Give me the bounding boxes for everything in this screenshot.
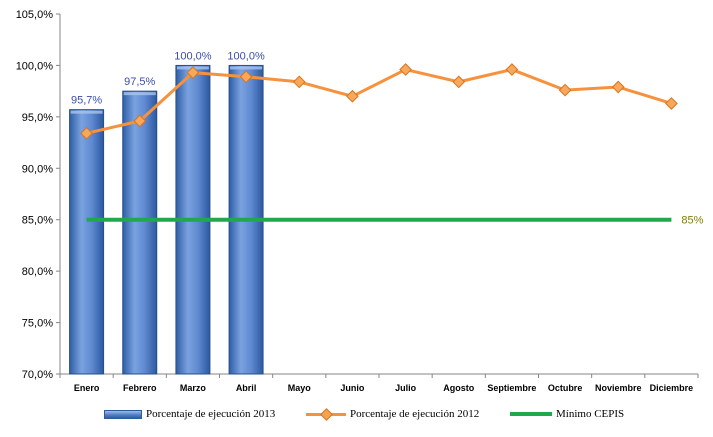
y-tick-label: 80,0% [22,266,53,278]
x-tick-label: Abril [236,383,257,393]
x-tick-label: Junio [340,383,365,393]
y-tick-label: 70,0% [22,369,53,381]
bar [69,109,105,375]
y-tick-label: 85,0% [22,215,53,227]
x-tick-label: Febrero [123,383,157,393]
legend-label-2013: Porcentaje de ejecución 2013 [146,408,276,420]
legend-swatch-line [306,408,346,421]
y-tick-label: 100,0% [16,60,54,72]
line-2012-marker [665,97,678,110]
line-2012 [86,68,672,135]
x-tick-label: Enero [74,383,100,393]
legend-label-cepis: Mínimo CEPIS [556,408,625,420]
line-2012-marker [186,66,200,79]
x-tick-label: Noviembre [595,383,642,393]
x-tick-label: Julio [395,383,417,393]
chart: 70,0% 75,0% 80,0% 85,0% 90,0% 95,0% 100,0% 105,… [16,9,704,393]
x-tick-label: Mayo [288,383,312,393]
line-2012-marker [346,89,359,103]
y-tick-label: 90,0% [22,163,53,175]
line-2012-marker [399,63,412,76]
legend-item-cepis: Mínimo CEPIS [510,404,624,424]
bar-data-label: 100,0% [227,50,265,62]
bar-data-label: 100,0% [174,50,212,62]
bar-data-label: 97,5% [124,76,155,88]
legend: Porcentaje de ejecución 2013 Porcentaje … [0,404,713,424]
line-2012-marker [292,75,306,89]
y-tick-label: 105,0% [16,9,54,21]
y-tick-label: 95,0% [22,112,53,124]
bar-top-highlight [70,110,103,114]
line-2012-marker [133,114,147,128]
line-series [80,63,678,222]
bar-series-2013 [69,64,264,375]
line-2012-marker [505,63,519,76]
legend-item-2013: Porcentaje de ejecución 2013 [104,404,275,424]
bar [122,90,158,375]
line-2012-marker [611,80,625,94]
x-tick-label: Diciembre [650,383,694,393]
y-tick-label: 75,0% [22,318,53,330]
legend-swatch-bar [104,409,142,419]
x-tick-label: Marzo [180,383,207,393]
bar-top-highlight [230,66,263,70]
x-tick-label: Octubre [548,383,583,393]
bar-top-highlight [123,92,156,96]
x-tick-label: Septiembre [487,383,536,393]
line-2012-marker [239,70,253,84]
line-2012-marker [80,126,93,140]
data-labels: 95,7% 97,5% 100,0% 100,0% 85% [71,50,704,226]
bar-data-label: 95,7% [71,95,102,107]
line-2012-marker [452,75,466,89]
line-2012-marker [558,83,572,97]
legend-swatch-green [510,412,552,416]
legend-item-2012: Porcentaje de ejecución 2012 [306,404,479,424]
x-tick-label: Agosto [443,383,474,393]
cepis-end-label: 85% [681,215,703,227]
legend-label-2012: Porcentaje de ejecución 2012 [350,408,480,420]
axes: 70,0% 75,0% 80,0% 85,0% 90,0% 95,0% 100,0% 105,… [16,9,699,393]
